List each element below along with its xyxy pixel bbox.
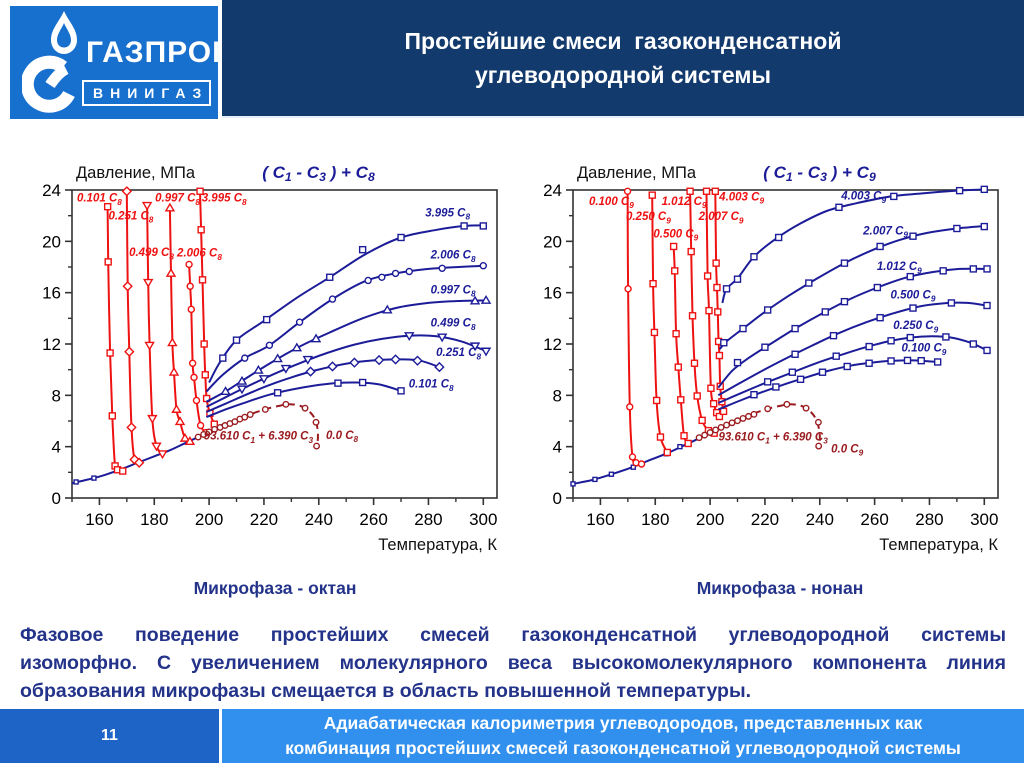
svg-text:260: 260 (359, 510, 387, 529)
footer-caption-line-1: Адиабатическая калориметрия углеводородо… (323, 713, 923, 733)
svg-text:0.997 C8: 0.997 C8 (431, 284, 476, 298)
svg-text:1.012 C9: 1.012 C9 (877, 261, 922, 275)
svg-text:2.007 C9: 2.007 C9 (862, 225, 908, 239)
svg-text:Температура, К: Температура, К (378, 536, 497, 554)
svg-text:93.610 C1 + 6.390 C3: 93.610 C1 + 6.390 C3 (204, 431, 314, 445)
svg-text:220: 220 (751, 510, 779, 529)
svg-text:0.101 C8: 0.101 C8 (77, 193, 122, 207)
svg-text:0.997 C8: 0.997 C8 (155, 193, 200, 207)
svg-text:300: 300 (469, 510, 497, 529)
footer: 11 Адиабатическая калориметрия углеводор… (0, 709, 1024, 763)
footer-caption-line-2: комбинация простейших смесей газоконденс… (285, 738, 961, 758)
svg-text:240: 240 (806, 510, 834, 529)
svg-text:2.007 C9: 2.007 C9 (698, 211, 744, 225)
svg-text:240: 240 (305, 510, 333, 529)
svg-text:180: 180 (140, 510, 168, 529)
svg-text:280: 280 (414, 510, 442, 529)
svg-text:12: 12 (42, 335, 61, 354)
page-number: 11 (0, 709, 219, 763)
svg-text:0.250 C9: 0.250 C9 (626, 211, 671, 225)
svg-text:0.251 C8: 0.251 C8 (109, 211, 154, 225)
svg-text:200: 200 (696, 510, 724, 529)
svg-text:0.251 C8: 0.251 C8 (436, 347, 481, 361)
logo-vniigaz-text: ВНИИГАЗ (82, 80, 212, 106)
svg-text:24: 24 (42, 181, 61, 200)
footer-caption: Адиабатическая калориметрия углеводородо… (222, 709, 1024, 763)
svg-text:16: 16 (42, 284, 61, 303)
svg-text:280: 280 (915, 510, 943, 529)
gazprom-logo: ГАЗПРОМ ВНИИГАЗ (10, 6, 237, 119)
logo-gazprom-text: ГАЗПРОМ (86, 36, 239, 69)
body-line-3: образования микрофазы смещается в област… (20, 680, 752, 702)
svg-text:0.0 C9: 0.0 C9 (831, 443, 864, 457)
body-line-1: Фазовое поведение простейших смесей газо… (20, 624, 1006, 646)
svg-text:1.012 C9: 1.012 C9 (662, 196, 707, 210)
svg-text:Давление, МПа: Давление, МПа (577, 164, 697, 182)
svg-text:16: 16 (543, 284, 562, 303)
svg-text:0.0 C8: 0.0 C8 (326, 430, 359, 444)
svg-text:8: 8 (52, 386, 61, 405)
svg-text:0.500 C9: 0.500 C9 (653, 228, 698, 242)
caption-octane: Микрофаза - октан (193, 578, 357, 598)
svg-text:0.100 C9: 0.100 C9 (589, 196, 634, 210)
svg-text:0.101 C8: 0.101 C8 (409, 379, 454, 393)
svg-text:0: 0 (52, 489, 61, 508)
svg-text:2.006 C8: 2.006 C8 (430, 250, 476, 264)
svg-text:( C1 - C3 ) + C9: ( C1 - C3 ) + C9 (763, 163, 876, 184)
svg-text:0.499 C8: 0.499 C8 (431, 318, 476, 332)
svg-text:0.500 C9: 0.500 C9 (891, 289, 936, 303)
svg-text:4: 4 (553, 438, 562, 457)
header-title-band: Простейшие смеси газоконденсатной углево… (222, 0, 1024, 118)
svg-text:160: 160 (586, 510, 614, 529)
svg-text:180: 180 (641, 510, 669, 529)
svg-text:20: 20 (42, 232, 61, 251)
svg-text:4.003 C9: 4.003 C9 (718, 191, 764, 205)
svg-text:Температура, К: Температура, К (879, 536, 998, 554)
svg-text:3.995 C8: 3.995 C8 (425, 207, 470, 221)
svg-text:200: 200 (195, 510, 223, 529)
svg-text:0.499 C8: 0.499 C8 (129, 247, 174, 261)
svg-text:300: 300 (970, 510, 998, 529)
caption-nonane: Микрофаза - нонан (696, 578, 864, 598)
body-line-2: изоморфно. С увеличением молекулярного в… (20, 652, 1006, 674)
svg-text:4: 4 (52, 438, 61, 457)
phase-chart-nonane: 160 180 200 220 240 260 280 300 0 4 8 12 16 20 24 Давле… (527, 146, 1024, 570)
svg-text:160: 160 (85, 510, 113, 529)
svg-text:3.995 C8: 3.995 C8 (202, 193, 247, 207)
svg-text:0.250 C9: 0.250 C9 (893, 320, 938, 334)
svg-text:93.610 C1 + 6.390 C3: 93.610 C1 + 6.390 C3 (719, 431, 829, 445)
svg-text:8: 8 (553, 386, 562, 405)
page-title-line-1: Простейшие смеси газоконденсатной (404, 28, 842, 54)
svg-text:Давление, МПа: Давление, МПа (76, 164, 196, 182)
svg-text:20: 20 (543, 232, 562, 251)
gazprom-logo-icon (22, 11, 77, 113)
page-title-line-2: углеводородной системы (474, 62, 772, 88)
body-paragraph: Фазовое поведение простейших смесей газо… (20, 621, 1006, 705)
phase-chart-octane: 160 180 200 220 240 260 280 300 0 4 8 12 16 20 24 Давле… (26, 146, 523, 570)
svg-text:220: 220 (250, 510, 278, 529)
svg-text:4.003 C9: 4.003 C9 (840, 191, 886, 205)
svg-text:2.006 C8: 2.006 C8 (176, 248, 222, 262)
svg-text:12: 12 (543, 335, 562, 354)
svg-text:( C1 - C3 ) + C8: ( C1 - C3 ) + C8 (262, 163, 375, 184)
svg-text:260: 260 (860, 510, 888, 529)
svg-text:0: 0 (553, 489, 562, 508)
gazprom-g-icon (22, 55, 75, 113)
svg-text:24: 24 (543, 181, 562, 200)
svg-text:0.100 C9: 0.100 C9 (902, 343, 947, 357)
